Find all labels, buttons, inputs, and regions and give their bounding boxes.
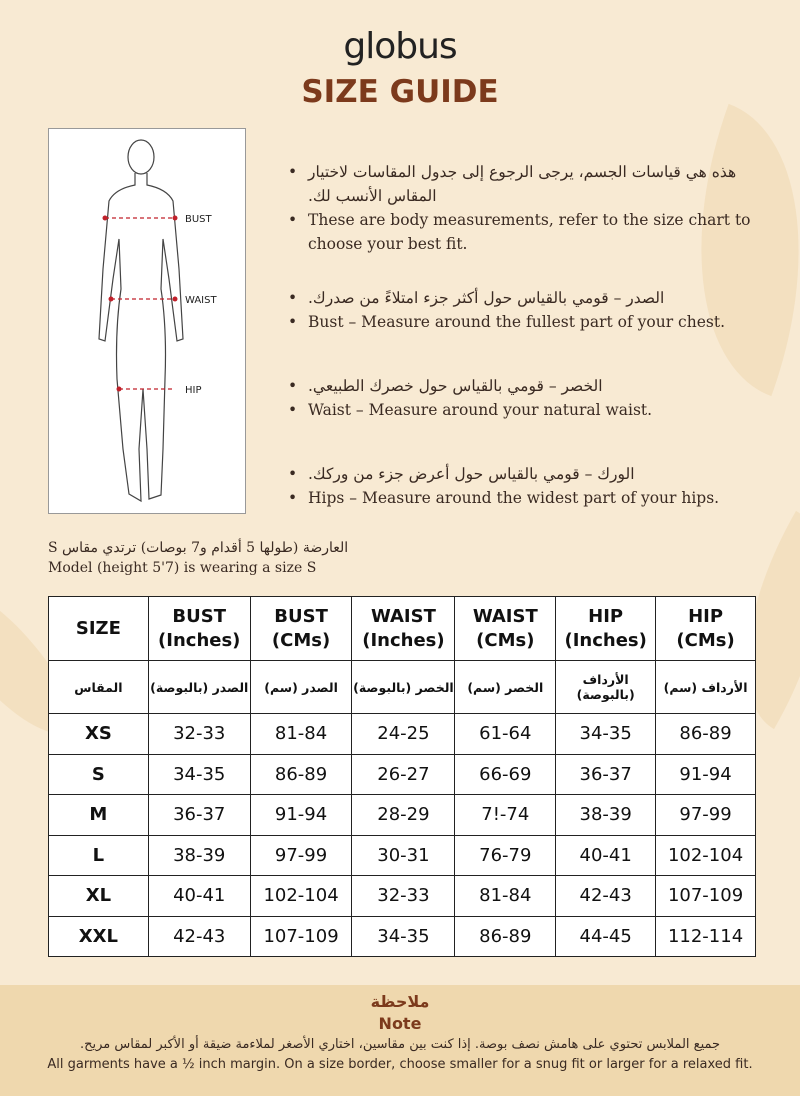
measurement-cell: 42-43 [147,915,251,957]
measurement-instructions: هذه هي قياسات الجسم، يرجى الرجوع إلى جدو… [286,160,766,540]
measurement-cell: 107-109 [249,915,353,957]
measurement-cell: 86-89 [249,753,353,795]
measurement-cell: 34-35 [555,713,657,755]
brand-logo: globus [343,26,457,67]
measurement-cell: 61-64 [454,713,557,755]
instruction-en: Hips – Measure around the widest part of… [286,486,766,510]
table-row: M 36-37 91-94 28-29 7!-74 38-39 97-99 [48,794,756,836]
bust-label: BUST [185,214,213,225]
instruction-ar: الخصر – قومي بالقياس حول خصرك الطبيعي. [286,374,766,398]
page-title: SIZE GUIDE [301,74,499,110]
size-cell: S [48,753,149,795]
measurement-cell: 26-27 [351,753,456,795]
measurement-cell: 38-39 [147,834,251,876]
column-header-ar: الصدر (سم) [249,660,353,714]
hip-label: HIP [185,385,202,396]
table-row: XS 32-33 81-84 24-25 61-64 34-35 86-89 [48,713,756,755]
instruction-ar: هذه هي قياسات الجسم، يرجى الرجوع إلى جدو… [286,160,766,208]
measurement-cell: 102-104 [249,875,353,917]
body-measurement-figure: BUST WAIST HIP [48,128,246,514]
column-header-ar: الأرداف (بالبوصة) [555,660,657,714]
column-header-ar: الأرداف (سم) [655,660,756,714]
column-header-line: (Inches) [362,629,445,651]
column-header-line: BUST [172,605,226,627]
note-title: Note [378,1014,422,1033]
column-header: WAIST (Inches) [351,596,456,661]
measurement-cell: 66-69 [454,753,557,795]
measurement-cell: 44-45 [555,915,657,957]
measurement-cell: 112-114 [655,915,756,957]
column-header: BUST (CMs) [249,596,353,661]
column-header: WAIST (CMs) [454,596,557,661]
measurement-cell: 36-37 [147,794,251,836]
model-info-ar: العارضة (طولها 5 أقدام و7 بوصات) ترتدي م… [48,540,349,556]
measurement-cell: 76-79 [454,834,557,876]
model-info: العارضة (طولها 5 أقدام و7 بوصات) ترتدي م… [48,538,348,578]
size-cell: XS [48,713,149,755]
measurement-cell: 81-84 [249,713,353,755]
measurement-cell: 81-84 [454,875,557,917]
column-header-line: WAIST [472,605,538,627]
measurement-cell: 91-94 [655,753,756,795]
measurement-cell: 32-33 [147,713,251,755]
measurement-cell: 86-89 [655,713,756,755]
column-header-line: WAIST [370,605,436,627]
table-row: XXL 42-43 107-109 34-35 86-89 44-45 112-114 [48,915,756,957]
measurement-cell: 7!-74 [454,794,557,836]
size-chart-table: SIZE BUST (Inches) BUST (CMs) WAIST (Inches) WA… [48,596,756,957]
note-title-ar: ملاحظة [370,992,430,1011]
instruction-en: Waist – Measure around your natural wais… [286,398,766,422]
column-header-line: (CMs) [476,629,535,651]
instruction-ar: الورك – قومي بالقياس حول أعرض جزء من ورك… [286,462,766,486]
column-header-line: (CMs) [271,629,331,651]
measurement-cell: 97-99 [249,834,353,876]
instruction-ar: الصدر – قومي بالقياس حول أكثر جزء امتلاء… [286,286,766,310]
measurement-cell: 34-35 [351,915,456,957]
measurement-cell: 91-94 [249,794,353,836]
measurement-cell: 86-89 [454,915,557,957]
column-header-line: SIZE [75,617,121,639]
measurement-cell: 30-31 [351,834,456,876]
measurement-cell: 28-29 [351,794,456,836]
column-header-ar: المقاس [48,660,149,714]
column-header: HIP (CMs) [655,596,756,661]
column-header-line: HIP [688,605,724,627]
measurement-cell: 97-99 [655,794,756,836]
measurement-cell: 40-41 [555,834,657,876]
column-header: SIZE [48,596,149,661]
instruction-en: These are body measurements, refer to th… [286,208,766,256]
note-text-ar: جميع الملابس تحتوي على هامش نصف بوصة. إذ… [79,1037,721,1052]
table-row: XL 40-41 102-104 32-33 81-84 42-43 107-109 [48,875,756,917]
note-text: All garments have a ½ inch margin. On a … [47,1057,753,1072]
measurement-cell: 32-33 [351,875,456,917]
measurement-cell: 42-43 [555,875,657,917]
waist-label: WAIST [185,295,217,306]
size-cell: XL [48,875,149,917]
column-header-line: (Inches) [564,629,647,651]
column-header-line: BUST [274,605,328,627]
size-cell: M [48,794,149,836]
table-row: L 38-39 97-99 30-31 76-79 40-41 102-104 [48,834,756,876]
measurement-cell: 38-39 [555,794,657,836]
measurement-cell: 24-25 [351,713,456,755]
column-header: BUST (Inches) [147,596,251,661]
column-header-ar: الخصر (سم) [454,660,557,714]
column-header-ar: الصدر (بالبوصة) [147,660,251,714]
size-cell: XXL [48,915,149,957]
measurement-cell: 102-104 [655,834,756,876]
column-header-ar: الخصر (بالبوصة) [351,660,456,714]
note-section: ملاحظة Note جميع الملابس تحتوي على هامش … [0,985,800,1096]
measurement-cell: 34-35 [147,753,251,795]
table-row: S 34-35 86-89 26-27 66-69 36-37 91-94 [48,753,756,795]
size-cell: L [48,834,149,876]
column-header-line: (CMs) [676,629,735,651]
column-header-line: HIP [588,605,624,627]
measurement-cell: 36-37 [555,753,657,795]
instruction-en: Bust – Measure around the fullest part o… [286,310,766,334]
measurement-cell: 107-109 [655,875,756,917]
column-header-line: (Inches) [158,629,241,651]
model-info-en: Model (height 5'7) is wearing a size S [48,560,317,576]
measurement-cell: 40-41 [147,875,251,917]
column-header: HIP (Inches) [555,596,657,661]
